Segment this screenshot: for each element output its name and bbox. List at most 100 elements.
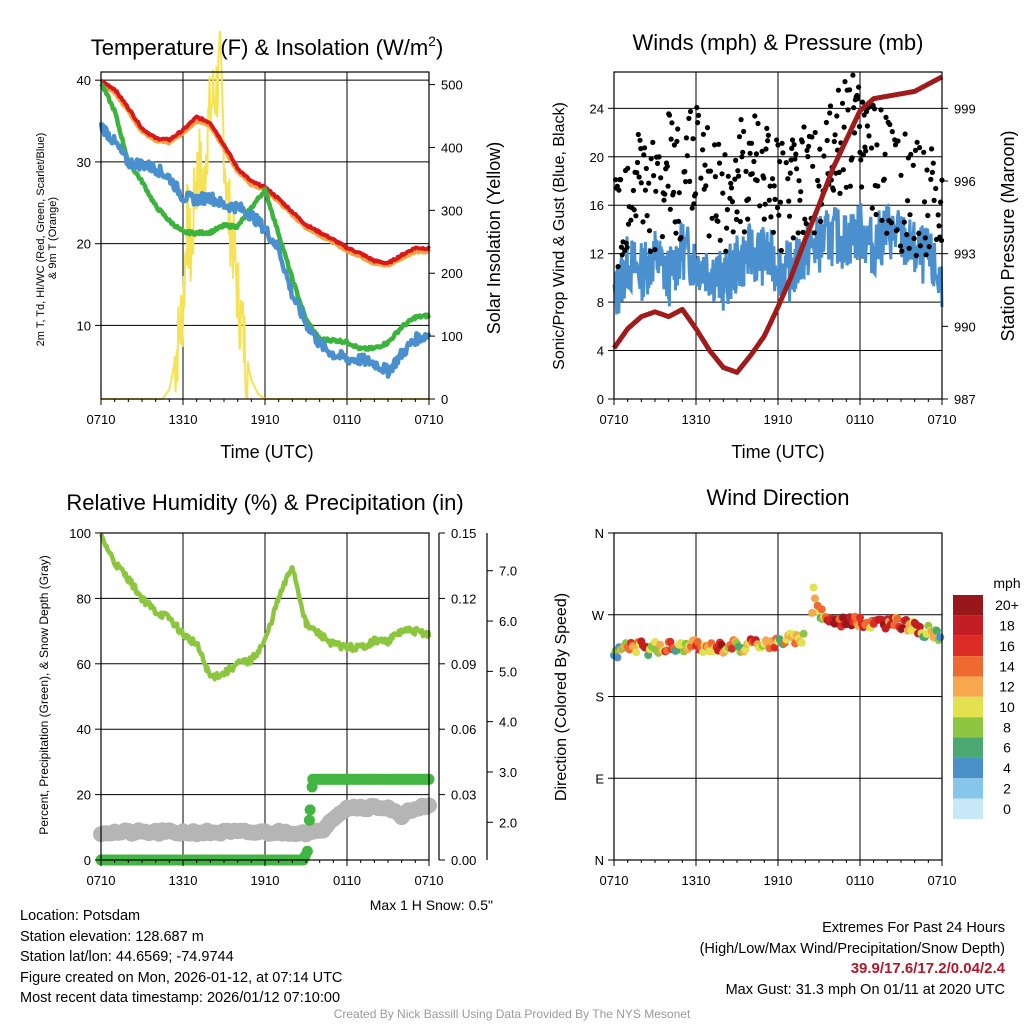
direction-y-tick-label: E [595,771,604,786]
gust-point [856,84,862,90]
gust-point [686,115,692,121]
direction-x-tick-label: 0710 [928,873,957,888]
precip-axis-tick-label: 0.03 [451,788,476,803]
gust-point [671,189,677,195]
colorbar-tick-label: 12 [999,679,1015,695]
gust-point [798,189,804,195]
gust-point [722,152,728,158]
temperature-y-tick-label: 10 [77,318,91,333]
gust-point [787,170,793,176]
station-location: Location: Potsdam [20,908,141,924]
station-pressure-line [611,74,944,375]
gust-point [743,168,749,174]
temperature-ylabel-left: 2m T, Td, HI/WC (Red, Green, Scarlet/Blu… [35,130,59,347]
gust-point [674,138,680,144]
gust-point [733,157,739,163]
snow-axis-tick-label: 2.0 [499,815,517,830]
gust-point [634,159,641,166]
gust-point [654,160,661,166]
gust-point [884,230,890,236]
gust-point [678,234,684,241]
gust-point [803,221,809,227]
gust-point [835,87,842,93]
winds-y-right-tick-label: 987 [954,392,976,407]
gust-point [662,191,668,197]
gust-point [698,175,704,181]
gust-point [643,165,649,172]
gust-point [661,197,667,203]
gust-point [902,131,908,137]
temperature-y-tick-label: 20 [77,237,91,252]
wind-direction-point [893,614,902,623]
gust-point [928,176,934,182]
temperature-ylabel-right: Solar Insolation (Yellow) [484,142,504,334]
temperature-x-tick-label: 1910 [251,412,280,427]
temperature-title: Temperature (F) & Insolation (W/m2) [91,33,444,60]
gust-point [749,171,755,177]
gust-point [636,174,642,180]
gust-point [703,183,709,189]
colorbar-tick-label: 2 [1003,780,1011,796]
humidity-x-tick-label: 1910 [251,873,280,888]
wind-direction-point [810,594,819,603]
gust-point [923,252,929,258]
gust-point [637,137,643,143]
temperature-xlabel: Time (UTC) [220,442,313,462]
gust-point [736,134,743,140]
gust-point [785,176,791,182]
wind-direction-point [808,608,817,617]
gust-point [690,136,696,142]
temperature-y-right-tick-label: 400 [441,140,463,155]
gust-point [897,243,904,249]
gust-point [669,120,675,126]
gust-point [809,134,815,140]
colorbar-swatch [953,737,983,758]
gust-point [774,205,781,211]
gust-point [732,176,738,182]
winds-x-tick-label: 1910 [764,412,793,427]
gust-point [747,150,753,156]
humidity-y-tick-label: 60 [77,657,91,672]
gust-point [792,156,798,162]
gust-point [922,235,928,241]
precipitation-point [304,804,316,816]
gust-point [684,153,690,159]
gust-point [741,229,748,235]
gust-point [707,168,714,174]
colorbar-tick-label: 0 [1003,801,1011,817]
gust-point [821,153,827,159]
hi-wc-line [98,121,432,379]
gust-point [675,126,681,132]
gust-point [716,141,722,147]
gust-point [924,167,930,173]
gust-point [931,197,937,203]
gust-point [739,154,745,160]
winds-y-tick-label: 4 [597,344,604,359]
gust-point [682,168,688,175]
extremes-legend: (High/Low/Max Wind/Precipitation/Snow De… [699,940,1005,957]
snow-axis-tick-label: 4.0 [499,715,517,730]
gust-point [811,230,818,236]
wind-direction-point [770,643,779,652]
gust-point [653,188,659,194]
gust-point [762,201,768,207]
gust-point [695,112,702,118]
max-gust: Max Gust: 31.3 mph On 01/11 at 2020 UTC [725,981,1005,998]
temperature-y-right-tick-label: 500 [441,78,463,93]
gust-point [631,207,637,213]
recent-timestamp: Most recent data timestamp: 2026/01/12 0… [20,990,341,1006]
gust-point [786,198,792,204]
humidity-y-tick-label: 40 [77,722,91,737]
winds-y-tick-label: 12 [590,247,604,262]
gust-point [812,129,818,136]
gust-point [625,165,631,171]
gust-point [904,232,910,238]
humidity-y-tick-label: 100 [69,526,91,541]
precip-axis-tick-label: 0.00 [451,853,476,868]
gust-point [855,96,861,102]
gust-point [776,212,782,218]
temperature-y-right-tick-label: 100 [441,329,463,344]
gust-point [851,105,857,111]
colorbar-swatch [953,757,983,779]
winds-y-tick-label: 8 [597,295,604,310]
